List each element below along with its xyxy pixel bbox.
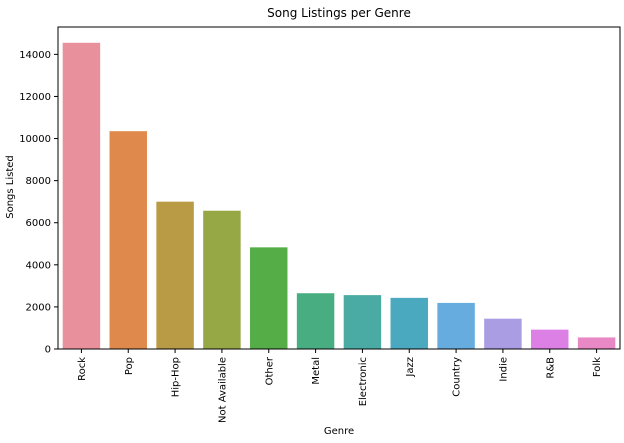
bars-group [62, 42, 616, 350]
bar-metal [296, 293, 335, 349]
y-tick-label: 4000 [26, 260, 51, 271]
y-tick-label: 6000 [26, 218, 51, 229]
x-tick-label: Hip-Hop [171, 357, 182, 397]
x-tick-label: Jazz [405, 357, 416, 378]
bar-country [437, 302, 475, 349]
x-tick-label: Not Available [217, 357, 228, 423]
x-tick-label: Metal [311, 357, 322, 385]
bar-electronic [343, 295, 382, 349]
y-tick-label: 0 [45, 345, 51, 356]
y-axis-title: Songs Listed [5, 155, 16, 219]
bar-hip-hop [156, 201, 194, 349]
y-tick-label: 8000 [26, 176, 51, 187]
chart-title: Song Listings per Genre [267, 6, 411, 20]
bar-indie [484, 318, 522, 349]
bar-folk [577, 337, 616, 349]
x-tick-label: Indie [498, 357, 509, 382]
bar-not-available [203, 210, 241, 349]
plot-frame [57, 26, 621, 350]
x-tick-label: Country [452, 357, 463, 397]
x-axis-ticks: Rock Pop Hip-Hop Not Available Other Metal Ele… [77, 349, 603, 423]
bar-r-b [531, 329, 569, 349]
bar-rock [62, 42, 101, 350]
x-axis-title: Genre [324, 426, 354, 437]
y-tick-label: 10000 [19, 134, 51, 145]
y-axis-ticks: 0 2000 4000 6000 8000 10000 12000 14000 [19, 50, 58, 356]
bar-pop [109, 131, 147, 349]
x-tick-label: Electronic [358, 357, 369, 406]
x-tick-label: R&B [545, 357, 556, 379]
y-tick-label: 12000 [19, 92, 51, 103]
bar-jazz [390, 297, 428, 349]
x-tick-label: Rock [77, 357, 88, 381]
y-tick-label: 14000 [19, 50, 51, 61]
y-tick-label: 2000 [26, 302, 51, 313]
x-tick-label: Pop [124, 357, 135, 375]
x-tick-label: Other [264, 356, 275, 385]
x-tick-label: Folk [592, 357, 603, 377]
bar-other [250, 247, 288, 349]
